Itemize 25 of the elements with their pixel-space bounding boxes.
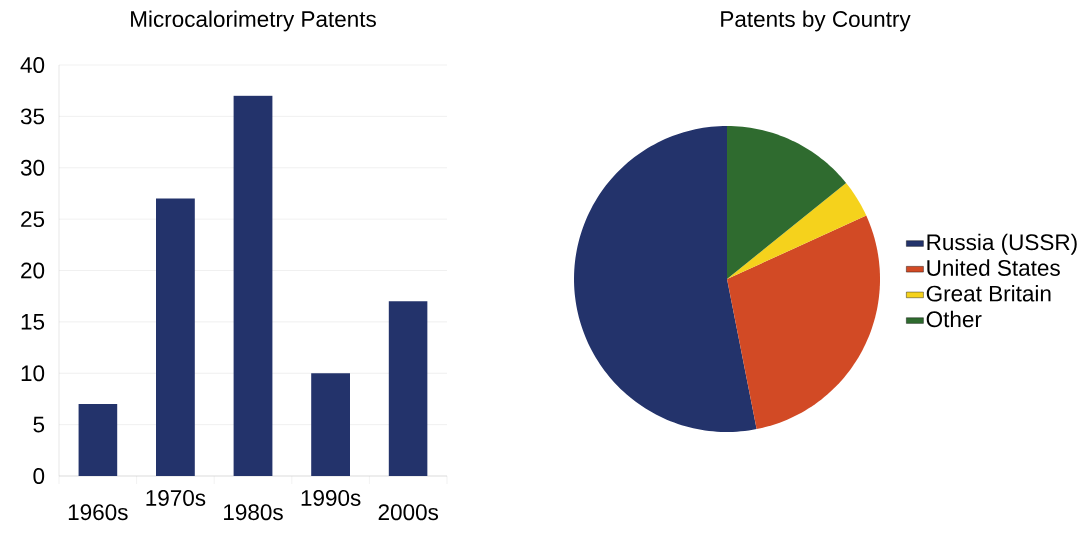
bar [156,198,195,476]
y-tick-label: 35 [20,108,45,125]
legend-label: Great Britain [926,285,1051,302]
x-tick-label: 1990s [301,489,361,506]
x-tick-label: 2000s [378,504,439,521]
y-tick-label: 5 [33,416,45,433]
bar [388,301,428,476]
x-tick-label: 1970s [146,489,206,506]
y-tick-label: 15 [21,314,45,330]
x-tick-label: 1960s [68,504,128,521]
bar [78,404,118,476]
x-tick-label: 1980s [224,504,283,521]
y-tick-label: 20 [21,262,45,279]
y-tick-label: 10 [21,365,45,382]
chart-title: Patents by Country [721,10,911,32]
bar [311,373,350,476]
y-tick-label: 0 [33,468,45,484]
chart-title: Microcalorimetry Patents [131,10,376,32]
y-tick-label: 30 [20,159,45,176]
legend-label: United States [927,259,1060,276]
legend-label: Russia (USSR) [927,233,1077,255]
y-tick-label: 25 [21,211,45,228]
bar [233,95,273,476]
y-tick-label: 40 [20,57,45,73]
legend-label: Other [926,310,982,328]
